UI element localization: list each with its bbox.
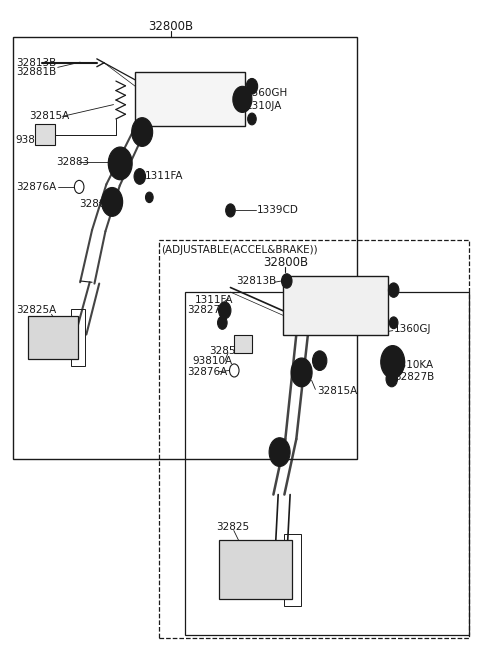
Text: 32883: 32883 — [56, 157, 89, 167]
Circle shape — [389, 317, 398, 329]
Text: 32859C: 32859C — [209, 346, 250, 356]
Text: 1310KA: 1310KA — [394, 360, 434, 370]
Circle shape — [132, 117, 153, 146]
Bar — [135, 72, 245, 125]
Text: 1311FA: 1311FA — [195, 295, 233, 305]
Text: 93810A: 93810A — [16, 135, 56, 145]
Text: 1311FA: 1311FA — [144, 171, 183, 181]
Circle shape — [102, 188, 122, 216]
Circle shape — [137, 173, 143, 180]
Text: (ADJUSTABLE(ACCEL&BRAKE)): (ADJUSTABLE(ACCEL&BRAKE)) — [161, 245, 318, 255]
Bar — [28, 316, 78, 359]
Text: 32825: 32825 — [216, 522, 249, 531]
Text: 32876A: 32876A — [16, 182, 56, 192]
Text: 32800B: 32800B — [263, 256, 308, 269]
Text: 93810A: 93810A — [192, 356, 232, 366]
Circle shape — [386, 371, 397, 387]
Bar — [218, 541, 292, 599]
Circle shape — [136, 123, 148, 140]
Circle shape — [385, 352, 400, 372]
Bar — [159, 240, 469, 638]
Circle shape — [226, 204, 235, 217]
Bar — [234, 335, 252, 353]
Bar — [284, 534, 300, 605]
Circle shape — [389, 375, 395, 383]
Circle shape — [108, 147, 132, 180]
Text: 32827B: 32827B — [394, 372, 434, 382]
Text: 32813B: 32813B — [16, 58, 56, 68]
Circle shape — [281, 274, 292, 288]
Circle shape — [246, 79, 258, 94]
Circle shape — [233, 87, 252, 112]
Circle shape — [312, 351, 327, 371]
Circle shape — [295, 364, 308, 381]
Circle shape — [134, 169, 145, 184]
Text: 32881B: 32881B — [16, 67, 56, 77]
Text: 1360GJ: 1360GJ — [394, 324, 431, 335]
Bar — [283, 276, 388, 335]
Text: 32876A: 32876A — [188, 367, 228, 377]
Circle shape — [238, 93, 247, 106]
Circle shape — [221, 306, 228, 315]
Bar — [185, 292, 469, 635]
Circle shape — [145, 192, 153, 203]
Text: 32815A: 32815A — [29, 112, 69, 121]
Circle shape — [381, 346, 405, 379]
Circle shape — [388, 283, 399, 297]
Circle shape — [291, 358, 312, 387]
Circle shape — [218, 302, 231, 319]
Text: 1360GH: 1360GH — [246, 88, 288, 98]
Bar — [13, 37, 357, 459]
Circle shape — [114, 154, 127, 173]
Circle shape — [269, 438, 290, 466]
Text: 32813B: 32813B — [237, 276, 277, 286]
Text: 32883: 32883 — [79, 199, 112, 209]
Text: 32815A: 32815A — [317, 386, 358, 396]
Text: 32825A: 32825A — [16, 304, 56, 315]
Bar — [35, 124, 55, 145]
Text: 1310JA: 1310JA — [246, 101, 283, 111]
Circle shape — [106, 194, 118, 211]
Text: 1339CD: 1339CD — [257, 205, 299, 215]
Text: 32800B: 32800B — [148, 20, 193, 33]
Bar — [71, 309, 85, 366]
Text: 32827B: 32827B — [188, 304, 228, 315]
Circle shape — [248, 113, 256, 125]
Circle shape — [217, 316, 227, 329]
